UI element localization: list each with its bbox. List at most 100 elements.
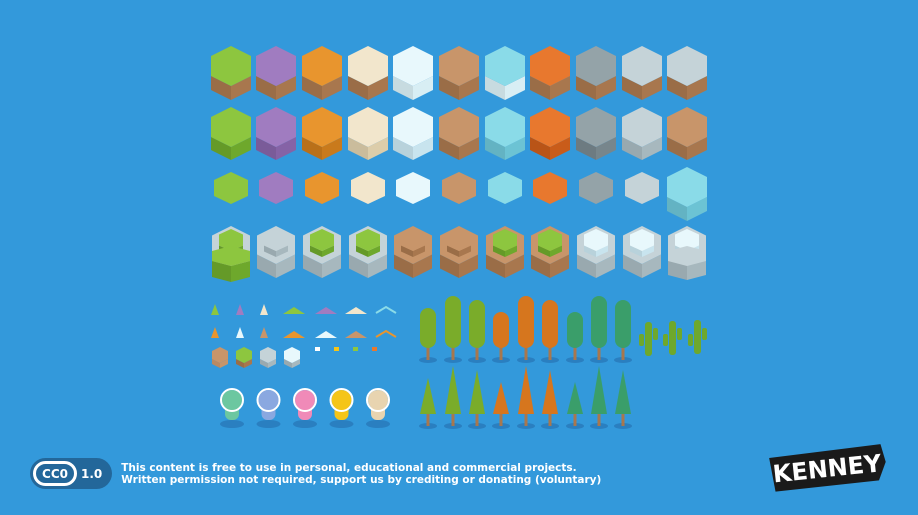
hill-sprite [283,307,305,314]
tile-side [577,254,615,278]
ridge-sprite [375,329,397,338]
tile-flat [533,172,567,204]
tile-side [576,137,616,160]
plant-sprite [236,327,244,338]
round-tree [566,312,584,363]
tile-row2 [302,107,342,160]
trunk [475,346,479,360]
tile-side-shade [622,137,642,160]
trunk [621,346,625,360]
pine-tree [468,370,486,429]
tile-top [533,172,567,204]
tile-side-shade [439,76,459,100]
tile-side [257,254,295,278]
shadow [220,420,244,428]
tile-side-shade [303,254,322,278]
tile-row1 [393,46,433,100]
tile-side [349,254,387,278]
tile-detail [630,229,654,257]
tile-top [393,46,433,86]
tile-top [630,229,654,251]
trunk [499,412,503,426]
tile-stone-base [668,246,706,280]
tile-side [310,245,334,257]
tile-detail [310,229,334,257]
round-tree [468,300,486,363]
tile-side-shade [394,254,413,278]
tile-side [260,359,276,368]
tile-side-shade [211,137,231,160]
tile-side-shade [485,137,505,160]
trunk [597,412,601,426]
tile-flat [214,172,248,204]
tile-side-shade [260,359,268,368]
tile-side-shade [284,359,292,368]
tile-side-shade [440,254,459,278]
trunk [524,346,528,360]
tile-top [439,107,479,147]
tile-side-shade [212,261,231,282]
tile-side-shade [211,76,231,100]
tile-side [493,245,517,257]
tile-top [493,229,517,251]
tile-row2 [393,107,433,160]
round-tree [517,296,535,363]
tile-side [284,359,300,368]
round-tree [590,296,608,363]
canopy [445,296,461,348]
tile-row1 [530,46,570,100]
trunk [451,346,455,360]
plant-sprite [260,304,268,315]
round-tree [444,296,462,363]
tile-side [530,137,570,160]
arm [663,334,668,346]
canopy [615,370,631,414]
tile-top [667,107,707,147]
tile-top [530,46,570,86]
trunk [621,412,625,426]
tile-top [305,172,339,204]
tile-side-shade [310,245,322,257]
tile-top [302,107,342,147]
tile-side-shade [667,76,687,100]
stem [669,321,676,355]
tile-side-shade [576,137,596,160]
block-sprite [260,347,276,368]
trunk [524,412,528,426]
tile-top [256,46,296,86]
tile-side-shade [393,137,413,160]
plant-sprite [211,327,219,338]
tile-top [260,347,276,363]
tile-top [530,107,570,147]
tile-water-tall [667,167,707,221]
tile-top [625,172,659,204]
tile-side [538,245,562,257]
tile-top [538,229,562,251]
tile-side-shade [302,76,322,100]
tile-row2 [530,107,570,160]
tile-top [442,172,476,204]
tile-top [259,172,293,204]
tile-row1 [348,46,388,100]
tile-side [531,254,569,278]
pine-tree [590,366,608,429]
tile-top [675,229,699,251]
tile-side [439,76,479,100]
tile-detail [584,229,608,257]
helmet [366,388,390,412]
canopy [567,312,583,348]
tile-row2 [348,107,388,160]
shadow [256,420,281,428]
hill-sprite [283,331,305,338]
tile-side-shade [356,245,368,257]
tile-side-shade [264,245,276,257]
tile-side-shade [493,245,505,257]
svg-text:KENNEY: KENNEY [771,449,883,488]
hill-sprite [315,307,337,314]
tile-grass-base [212,246,250,282]
tile-side [667,137,707,160]
trunk [451,412,455,426]
canopy [542,370,558,414]
tile-detail [447,229,471,257]
tile-side [211,137,251,160]
